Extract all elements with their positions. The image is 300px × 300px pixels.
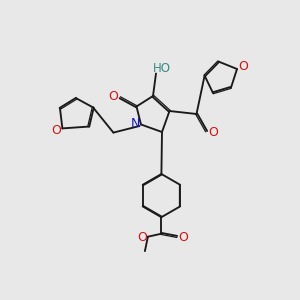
Text: O: O xyxy=(52,124,61,137)
Text: O: O xyxy=(239,60,248,73)
Text: O: O xyxy=(178,231,188,244)
Text: HO: HO xyxy=(152,61,170,75)
Text: N: N xyxy=(131,117,140,130)
Text: O: O xyxy=(208,126,218,140)
Text: O: O xyxy=(109,89,118,103)
Text: O: O xyxy=(137,231,147,244)
